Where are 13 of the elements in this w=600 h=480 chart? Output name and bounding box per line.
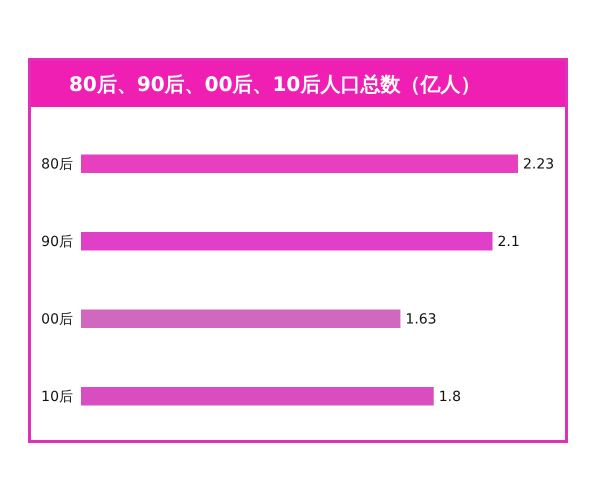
y-tick-label: 80后 — [41, 156, 73, 173]
data-label: 1.8 — [438, 389, 461, 406]
bar — [81, 232, 493, 251]
data-label: 1.63 — [405, 312, 437, 328]
bar — [81, 309, 400, 328]
data-label: 2.23 — [523, 156, 554, 173]
y-tick-label: 90后 — [41, 234, 73, 250]
chart-title: 80后、90后、00后、10后人口总数（亿人） — [31, 61, 565, 107]
y-tick-label: 00后 — [41, 312, 73, 328]
y-tick-label: 10后 — [41, 389, 73, 406]
data-label: 2.1 — [498, 234, 520, 250]
bar — [81, 386, 434, 406]
bar — [81, 154, 518, 174]
